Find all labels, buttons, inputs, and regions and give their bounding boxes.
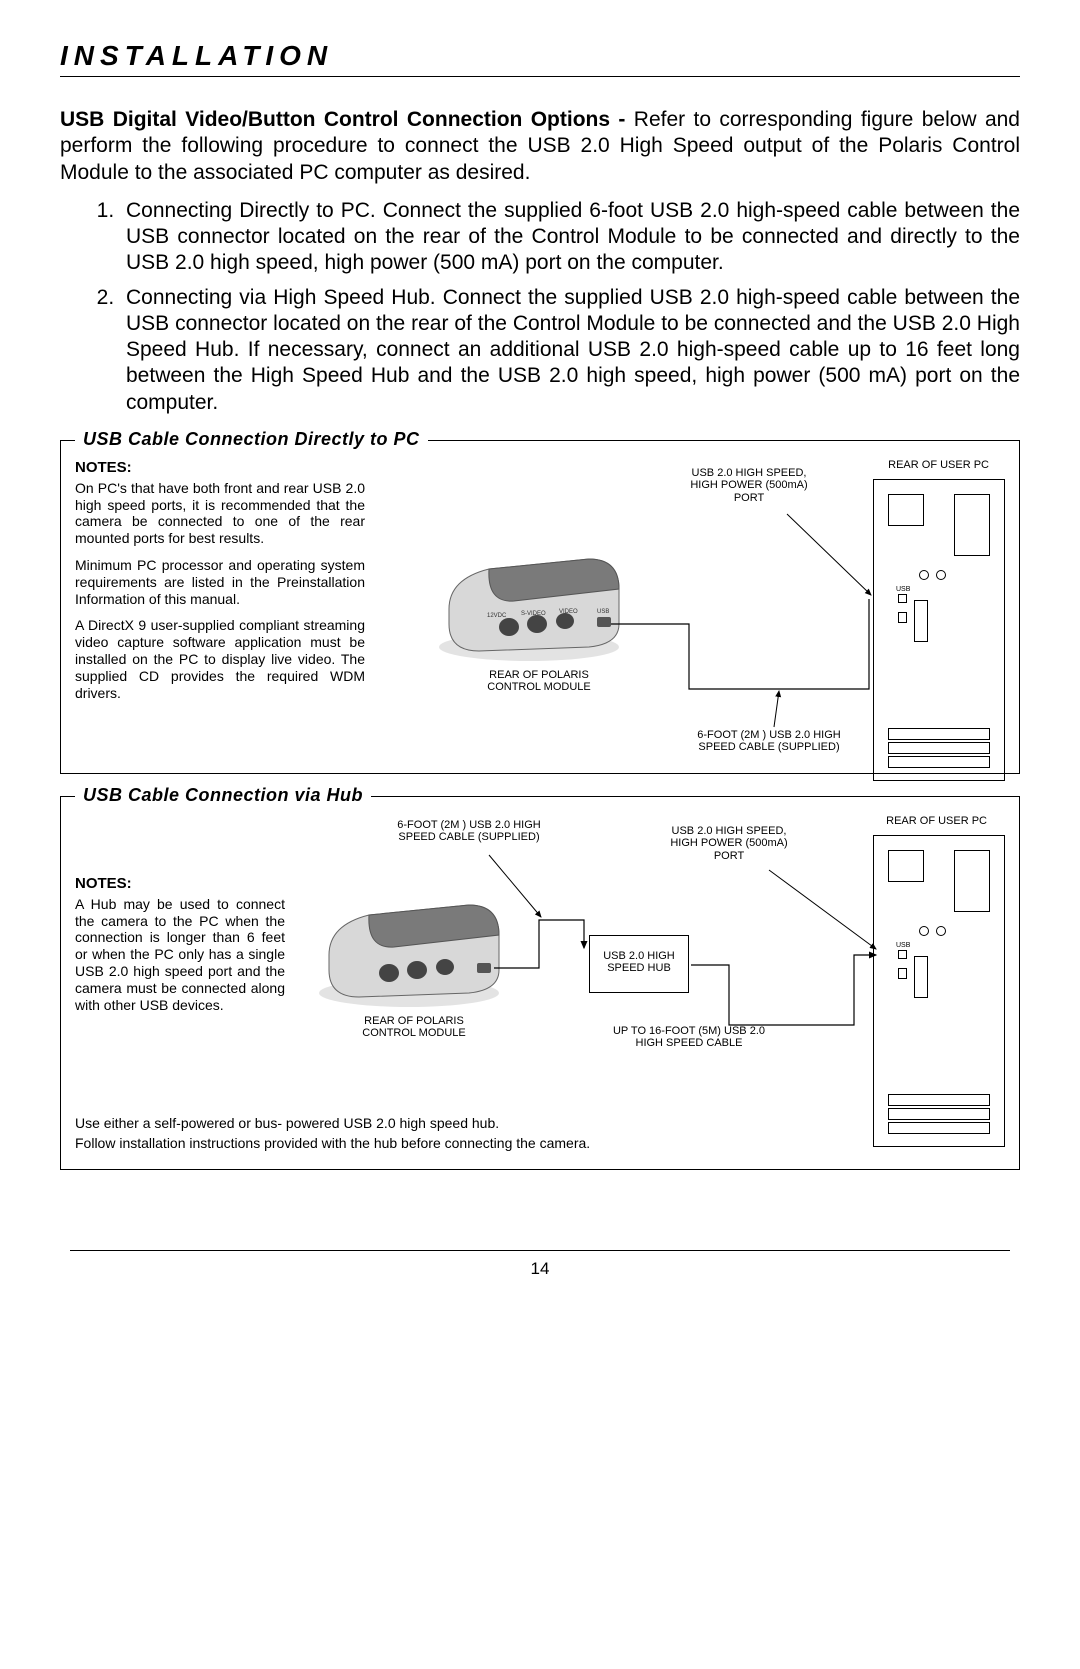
figure1-note-2: Minimum PC processor and operating syste… <box>75 557 365 607</box>
page-number: 14 <box>0 1259 1080 1279</box>
figure2-bottom-note-2: Follow installation instructions provide… <box>75 1135 1005 1151</box>
rear-pc-label-2: REAR OF USER PC <box>867 815 987 828</box>
page-title: INSTALLATION <box>60 40 1020 72</box>
svg-text:S-VIDEO: S-VIDEO <box>521 611 546 617</box>
figure2-bottom-note-1: Use either a self-powered or bus- powere… <box>75 1115 1005 1131</box>
notes-heading-2: NOTES: <box>75 875 285 892</box>
pc-tower-icon-2: USB <box>873 835 1005 1147</box>
usb-port-label-2: USB <box>896 942 910 949</box>
pc-tower-icon: USB <box>873 479 1005 781</box>
usb-port-label: USB <box>896 586 910 593</box>
hub-box: USB 2.0 HIGH SPEED HUB <box>589 935 689 993</box>
control-module-icon-2 <box>299 885 519 1015</box>
intro-bold: USB Digital Video/Button Control Connect… <box>60 108 625 131</box>
footer-rule <box>70 1250 1010 1251</box>
figure2-title: USB Cable Connection via Hub <box>75 785 371 806</box>
header-rule <box>60 76 1020 77</box>
cable-label: 6-FOOT (2M ) USB 2.0 HIGH SPEED CABLE (S… <box>679 729 859 754</box>
figure-via-hub: USB Cable Connection via Hub NOTES: A Hu… <box>60 796 1020 1170</box>
intro-paragraph: USB Digital Video/Button Control Connect… <box>60 107 1020 186</box>
cable16-label: UP TO 16-FOOT (5M) USB 2.0 HIGH SPEED CA… <box>589 1025 789 1050</box>
figure2-diagram: USB USB 2.0 H <box>299 815 1005 1105</box>
figure1-note-3: A DirectX 9 user-supplied compliant stre… <box>75 617 365 701</box>
svg-text:12VDC: 12VDC <box>487 613 507 619</box>
module-label-2: REAR OF POLARIS CONTROL MODULE <box>339 1015 489 1040</box>
notes-heading-1: NOTES: <box>75 459 365 476</box>
figure1-note-1: On PC's that have both front and rear US… <box>75 480 365 547</box>
figure1-title: USB Cable Connection Directly to PC <box>75 429 428 450</box>
step-1: Connecting Directly to PC. Connect the s… <box>120 198 1020 277</box>
figure2-notes-col: NOTES: A Hub may be used to connect the … <box>75 815 285 1105</box>
figure1-diagram: USB 12VDC S-VIDEO <box>379 459 1005 759</box>
figure2-bottom-notes: Use either a self-powered or bus- powere… <box>75 1115 1005 1151</box>
cable6-label: 6-FOOT (2M ) USB 2.0 HIGH SPEED CABLE (S… <box>379 819 559 844</box>
steps-list: Connecting Directly to PC. Connect the s… <box>60 198 1020 416</box>
figure1-notes: NOTES: On PC's that have both front and … <box>75 459 365 759</box>
port-label-2: USB 2.0 HIGH SPEED, HIGH POWER (500mA) P… <box>649 825 809 863</box>
rear-pc-label: REAR OF USER PC <box>869 459 989 472</box>
step-2: Connecting via High Speed Hub. Connect t… <box>120 285 1020 416</box>
figure2-note-1: A Hub may be used to connect the camera … <box>75 896 285 1014</box>
port-label: USB 2.0 HIGH SPEED, HIGH POWER (500mA) P… <box>669 467 829 505</box>
svg-text:USB: USB <box>597 609 609 615</box>
module-label: REAR OF POLARIS CONTROL MODULE <box>469 669 609 694</box>
figure-direct-pc: USB Cable Connection Directly to PC NOTE… <box>60 440 1020 774</box>
control-module-icon: 12VDC S-VIDEO VIDEO USB <box>419 539 639 669</box>
svg-text:VIDEO: VIDEO <box>559 609 578 615</box>
